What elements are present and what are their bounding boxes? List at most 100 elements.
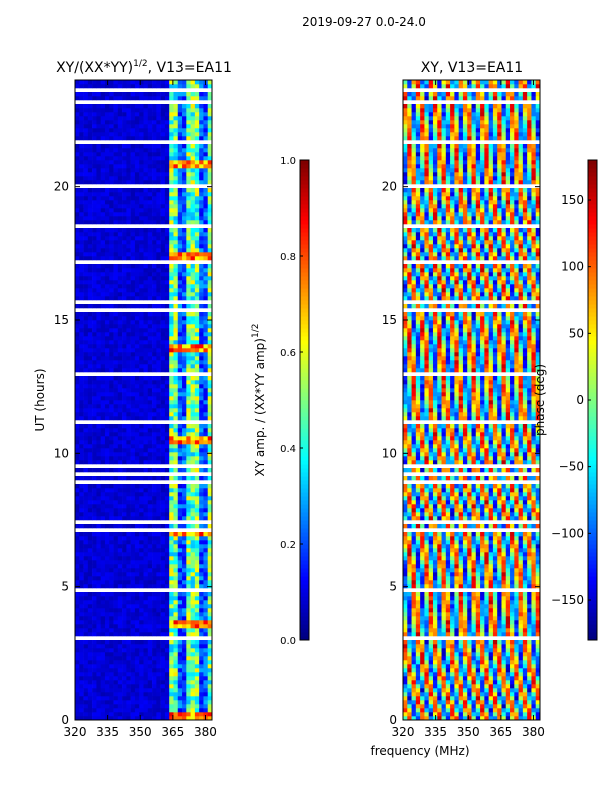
heatmap-cell <box>527 716 532 721</box>
heatmap-cell <box>75 676 80 681</box>
heatmap-cell <box>143 696 149 701</box>
colorbar-segment <box>300 376 309 381</box>
heatmap-cell <box>117 200 123 205</box>
heatmap-cell <box>92 436 97 441</box>
heatmap-cell <box>207 336 213 341</box>
heatmap-cell <box>169 232 174 237</box>
heatmap-cell <box>117 252 123 257</box>
heatmap-cell <box>130 700 136 705</box>
heatmap-cell <box>203 104 209 109</box>
heatmap-cell <box>152 620 157 625</box>
heatmap-cell <box>190 412 196 417</box>
heatmap-cell <box>199 344 204 349</box>
heatmap-cell <box>169 516 174 521</box>
heatmap-cell <box>117 496 123 501</box>
heatmap-cell <box>207 324 213 329</box>
heatmap-cell <box>139 360 144 365</box>
heatmap-cell <box>79 280 84 285</box>
heatmap-cell <box>203 124 209 129</box>
heatmap-cell <box>122 432 127 437</box>
heatmap-cell <box>109 648 114 653</box>
heatmap-cell <box>96 248 101 253</box>
heatmap-cell <box>75 176 80 181</box>
heatmap-cell <box>199 96 204 101</box>
heatmap-cell <box>160 560 166 565</box>
heatmap-cell <box>143 324 149 329</box>
heatmap-cell <box>437 716 442 721</box>
heatmap-cell <box>126 692 131 697</box>
heatmap-cell <box>109 572 114 577</box>
heatmap-cell <box>126 188 131 193</box>
heatmap-cell <box>169 200 174 205</box>
heatmap-cell <box>96 240 101 245</box>
heatmap-cell <box>126 256 131 261</box>
heatmap-cell <box>130 240 136 245</box>
heatmap-cell <box>147 704 153 709</box>
heatmap-cell <box>96 696 101 701</box>
colorbar-segment <box>300 440 309 445</box>
heatmap-cell <box>92 164 97 169</box>
heatmap-cell <box>134 716 140 721</box>
heatmap-cell <box>126 456 131 461</box>
heatmap-cell <box>143 112 149 117</box>
heatmap-cell <box>87 568 93 573</box>
heatmap-cell <box>92 500 97 505</box>
heatmap-cell <box>152 600 157 605</box>
heatmap-cell <box>96 164 101 169</box>
heatmap-cell <box>169 352 174 357</box>
heatmap-cell <box>152 460 157 465</box>
heatmap-cell <box>126 512 131 517</box>
heatmap-cell <box>169 680 174 685</box>
heatmap-cell <box>182 284 187 289</box>
heatmap-cell <box>92 508 97 513</box>
heatmap-cell <box>173 556 179 561</box>
heatmap-cell <box>190 316 196 321</box>
heatmap-cell <box>152 468 157 473</box>
heatmap-cell <box>104 392 110 397</box>
colorbar-tick-label: 0.2 <box>280 540 296 551</box>
heatmap-cell <box>160 320 166 325</box>
heatmap-cell <box>160 136 166 141</box>
heatmap-cell <box>96 176 101 181</box>
heatmap-cell <box>186 440 191 445</box>
heatmap-cell <box>156 668 161 673</box>
heatmap-cell <box>126 200 131 205</box>
colorbar-segment <box>300 256 309 261</box>
heatmap-cell <box>203 460 209 465</box>
heatmap-cell <box>130 524 136 529</box>
heatmap-cell <box>186 484 191 489</box>
heatmap-cell <box>122 492 127 497</box>
heatmap-cell <box>87 92 93 97</box>
heatmap-cell <box>126 676 131 681</box>
heatmap-cell <box>169 304 174 309</box>
heatmap-cell <box>96 436 101 441</box>
heatmap-cell <box>92 172 97 177</box>
heatmap-cell <box>480 708 485 713</box>
heatmap-cell <box>203 492 209 497</box>
heatmap-cell <box>75 564 80 569</box>
heatmap-cell <box>152 180 157 185</box>
heatmap-cell <box>130 312 136 317</box>
heatmap-cell <box>186 304 191 309</box>
heatmap-cell <box>186 208 191 213</box>
heatmap-cell <box>186 680 191 685</box>
heatmap-cell <box>96 360 101 365</box>
heatmap-cell <box>117 556 123 561</box>
heatmap-cell <box>126 488 131 493</box>
heatmap-cell <box>173 564 179 569</box>
heatmap-cell <box>113 320 119 325</box>
heatmap-cell <box>190 620 196 625</box>
heatmap-cell <box>147 120 153 125</box>
heatmap-cell <box>134 344 140 349</box>
heatmap-cell <box>164 664 170 669</box>
heatmap-cell <box>147 572 153 577</box>
heatmap-cell <box>130 688 136 693</box>
heatmap-cell <box>134 664 140 669</box>
colorbar-segment <box>300 408 309 413</box>
heatmap-cell <box>113 188 119 193</box>
heatmap-cell <box>134 660 140 665</box>
heatmap-cell <box>109 216 114 221</box>
heatmap-cell <box>199 656 204 661</box>
heatmap-cell <box>87 352 93 357</box>
heatmap-cell <box>83 564 89 569</box>
